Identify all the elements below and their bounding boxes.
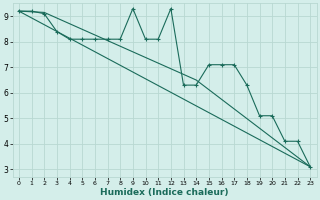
X-axis label: Humidex (Indice chaleur): Humidex (Indice chaleur): [100, 188, 229, 197]
